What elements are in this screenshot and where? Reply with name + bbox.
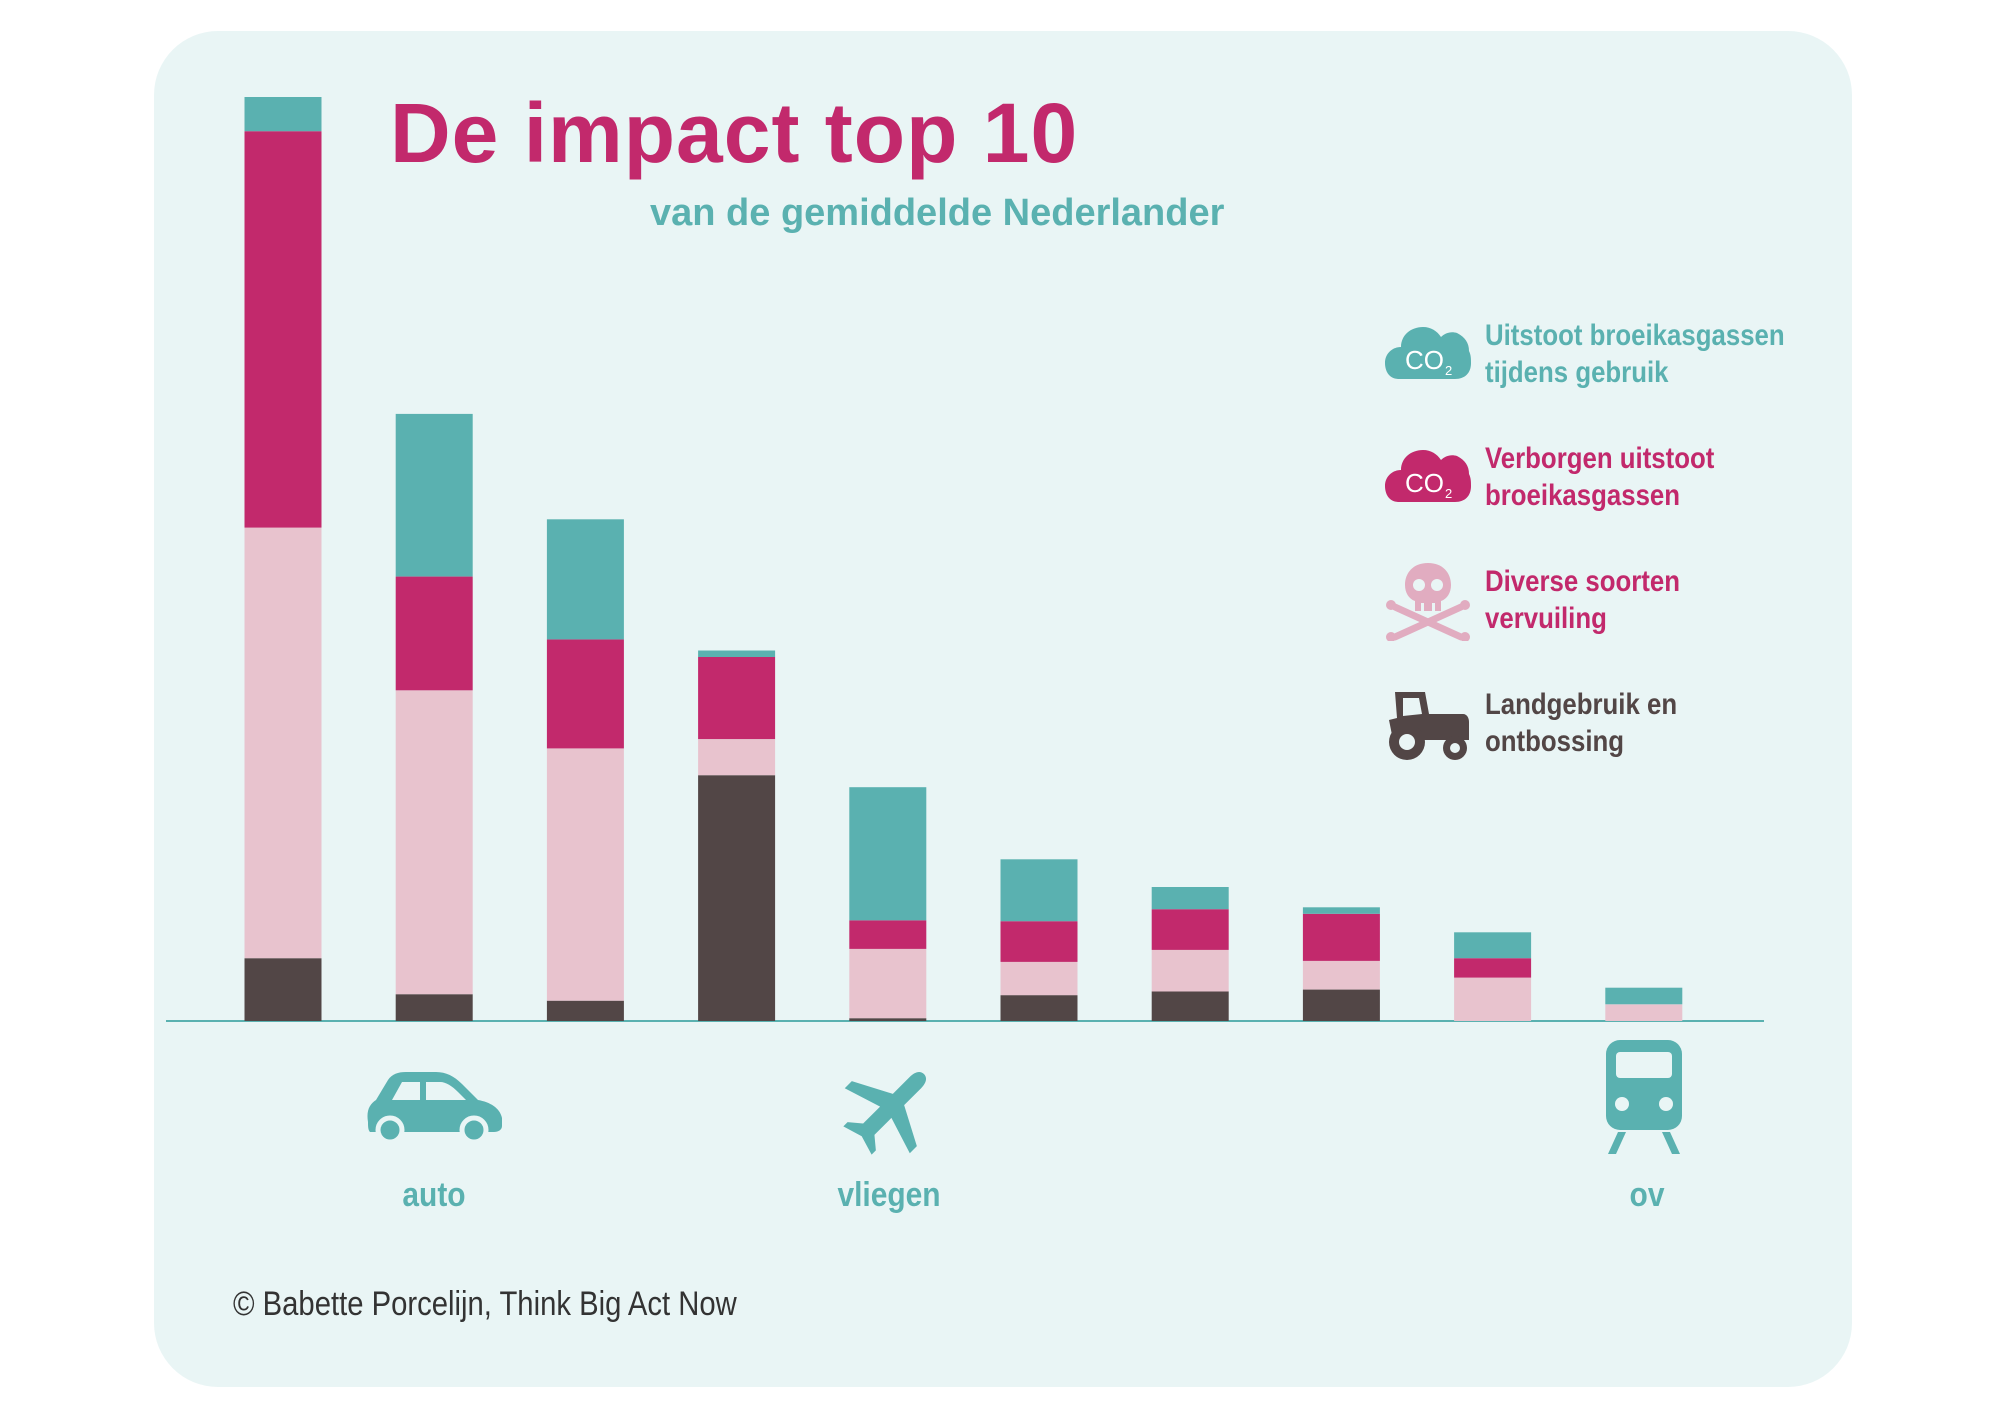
bar-segment-4-landgebruik-en-ontbossing [698,775,776,1021]
airplane-icon [843,1071,927,1155]
legend-label-co2-hidden: Verborgen uitstoot broeikasgassen [1485,442,1715,512]
bar-segment-6-diverse-soorten-vervuiling [1000,961,1078,996]
bar-segment-2-uitstoot-broeikasgassen-tijdens-gebruik [395,413,473,577]
legend-label-pollution: Diverse soorten vervuiling [1485,565,1681,635]
bar-segment-9-uitstoot-broeikasgassen-tijdens-gebruik [1454,932,1532,959]
bar-segment-1-verborgen-uitstoot-broeikasgassen [244,131,322,528]
tractor-icon [1389,692,1469,760]
category-label-ov: ov [1629,1176,1665,1214]
bar-segment-3-landgebruik-en-ontbossing [546,1000,624,1021]
bar-segment-10-diverse-soorten-vervuiling [1605,1004,1683,1021]
bar-segment-7-landgebruik-en-ontbossing [1151,991,1229,1021]
legend-label-land-use: Landgebruik en ontbossing [1485,688,1678,758]
bar-segment-3-uitstoot-broeikasgassen-tijdens-gebruik [546,519,624,640]
bar-segment-2-verborgen-uitstoot-broeikasgassen [395,576,473,691]
bar-segment-1-diverse-soorten-vervuiling [244,527,322,959]
bar-segment-5-uitstoot-broeikasgassen-tijdens-gebruik [849,787,927,921]
svg-text:CO: CO [1405,345,1444,375]
co2-cloud-teal-icon: CO 2 [1385,327,1471,379]
bar-segment-6-uitstoot-broeikasgassen-tijdens-gebruik [1000,859,1078,922]
bar-segment-8-diverse-soorten-vervuiling [1302,960,1380,990]
legend-label-co2-use: Uitstoot broeikasgassen tijdens gebruik [1485,319,1785,389]
svg-text:CO: CO [1405,468,1444,498]
bar-segment-8-landgebruik-en-ontbossing [1302,989,1380,1021]
bar-segment-4-uitstoot-broeikasgassen-tijdens-gebruik [698,650,776,657]
car-icon [367,1072,502,1142]
bar-segment-7-uitstoot-broeikasgassen-tijdens-gebruik [1151,887,1229,910]
legend-item-co2-use: CO 2 Uitstoot broeikasgassen tijdens geb… [1385,315,1845,438]
bar-segment-6-landgebruik-en-ontbossing [1000,995,1078,1021]
legend-item-co2-hidden: CO 2 Verborgen uitstoot broeikasgassen [1385,438,1845,561]
bar-segment-8-verborgen-uitstoot-broeikasgassen [1302,913,1380,961]
bar-segment-9-diverse-soorten-vervuiling [1454,977,1532,1021]
legend-item-land-use: Landgebruik en ontbossing [1385,684,1845,807]
bar-segment-4-diverse-soorten-vervuiling [698,739,776,776]
category-label-auto: auto [402,1176,466,1214]
bar-segment-7-diverse-soorten-vervuiling [1151,949,1229,992]
bar-segment-1-landgebruik-en-ontbossing [244,958,322,1021]
copyright-credit: © Babette Porcelijn, Think Big Act Now [233,1285,737,1323]
bar-segment-2-landgebruik-en-ontbossing [395,994,473,1021]
skull-crossbones-icon [1386,563,1470,641]
svg-text:2: 2 [1445,486,1452,501]
bar-segment-5-verborgen-uitstoot-broeikasgassen [849,920,927,949]
bar-segment-6-verborgen-uitstoot-broeikasgassen [1000,921,1078,962]
bar-segment-3-diverse-soorten-vervuiling [546,748,624,1001]
bar-segment-10-uitstoot-broeikasgassen-tijdens-gebruik [1605,987,1683,1005]
bar-segment-5-diverse-soorten-vervuiling [849,948,927,1019]
svg-text:2: 2 [1445,363,1452,378]
bar-segment-3-verborgen-uitstoot-broeikasgassen [546,639,624,749]
co2-cloud-magenta-icon: CO 2 [1385,450,1471,502]
legend: CO 2 Uitstoot broeikasgassen tijdens geb… [1385,315,1845,807]
bar-segment-4-verborgen-uitstoot-broeikasgassen [698,656,776,740]
train-icon [1606,1040,1682,1154]
bar-segment-9-verborgen-uitstoot-broeikasgassen [1454,958,1532,978]
bar-segment-5-landgebruik-en-ontbossing [849,1018,927,1021]
legend-item-pollution: Diverse soorten vervuiling [1385,561,1845,684]
bar-segment-1-uitstoot-broeikasgassen-tijdens-gebruik [244,97,322,132]
bar-segment-8-uitstoot-broeikasgassen-tijdens-gebruik [1302,907,1380,914]
category-label-vliegen: vliegen [837,1176,941,1214]
bar-segment-2-diverse-soorten-vervuiling [395,690,473,995]
bar-segment-7-verborgen-uitstoot-broeikasgassen [1151,909,1229,950]
